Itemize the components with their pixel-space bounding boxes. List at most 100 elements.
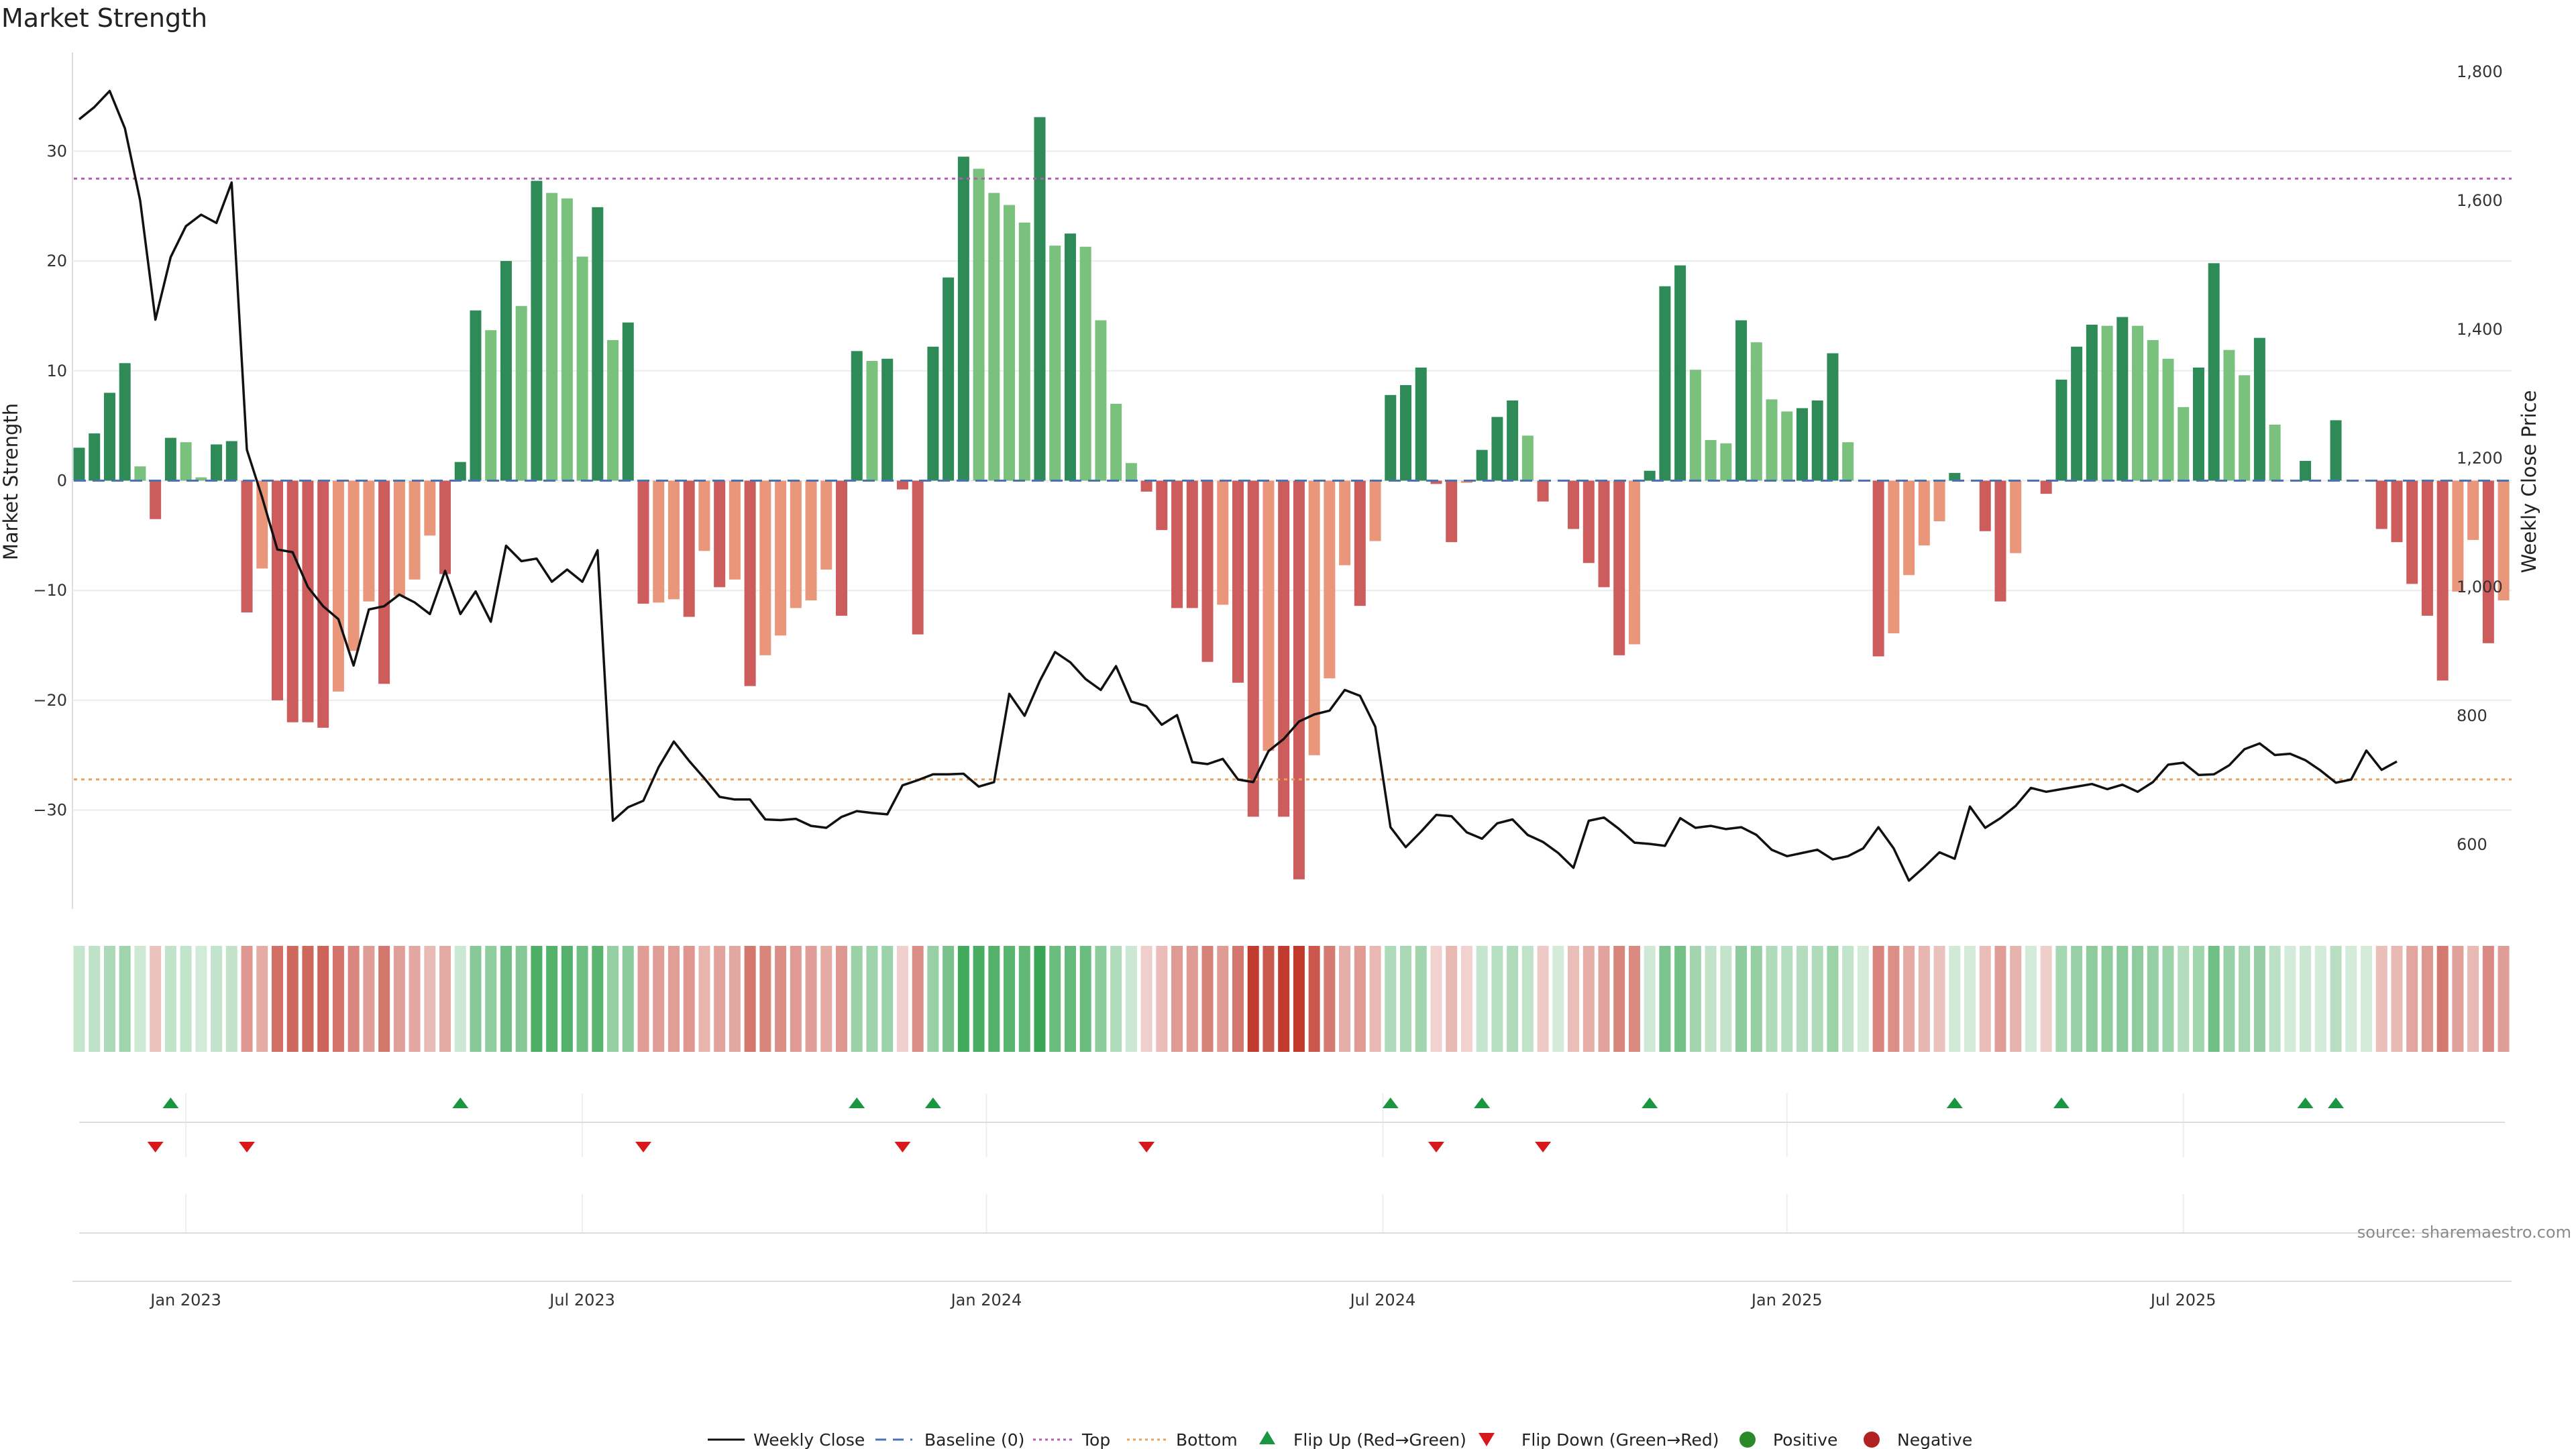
strength-bar [820,480,833,570]
strength-bar [2147,339,2159,481]
heat-cell [1079,946,1091,1052]
heat-cell [1049,946,1061,1052]
strength-bar [2452,480,2464,592]
heat-cell [1293,946,1305,1052]
strength-bar [1247,480,1259,817]
strength-bar [409,480,421,580]
heat-cell [1324,946,1336,1052]
heat-cell [1110,946,1122,1052]
strength-bar [1339,480,1351,566]
strength-bar [2208,263,2220,481]
strength-bar [1507,400,1519,481]
strength-bar [1201,480,1214,662]
strength-bar [2101,325,2113,481]
x-tick-label: Jul 2025 [2149,1291,2216,1309]
heat-cell [943,946,955,1052]
legend-swatch-negative-icon [1864,1432,1880,1448]
y-tick-label: 0 [57,472,67,490]
strength-bar [2010,480,2022,553]
strength-bar [2269,425,2281,481]
heat-cell [2162,946,2174,1052]
heat-cell [2010,946,2022,1052]
strength-bar [378,480,390,684]
strength-bar [1659,286,1671,481]
heat-strip [73,946,2510,1052]
heat-cell [1659,946,1671,1052]
legend-label-flip-up: Flip Up (Red→Green) [1293,1430,1466,1449]
strength-bar [2116,317,2129,481]
heat-cell [225,946,237,1052]
heat-cell [1171,946,1183,1052]
strength-bar [1308,480,1320,755]
heat-cell [1491,946,1503,1052]
strength-bar [2192,367,2204,481]
heat-cell [89,946,101,1052]
heat-cell [2239,946,2251,1052]
heat-cell [211,946,223,1052]
strength-bar [546,193,558,481]
strength-bar [1918,480,1930,546]
strength-bar [134,466,146,481]
x-tick-label: Jul 2023 [548,1291,615,1309]
y-axis-label: Market Strength [0,403,22,560]
strength-bar [1582,480,1595,564]
heat-cell [2467,946,2479,1052]
strength-bar [1933,480,1945,522]
legend-label-baseline: Baseline (0) [924,1430,1024,1449]
heat-cell [1232,946,1244,1052]
strength-bar [1324,480,1336,679]
heat-cell [1125,946,1137,1052]
legend-label-negative: Negative [1897,1430,1972,1449]
y-tick-label: −20 [33,691,67,710]
heat-cell [2192,946,2204,1052]
heat-cell [1918,946,1930,1052]
heat-cell [820,946,833,1052]
strength-bar [1034,117,1046,481]
heat-cell [896,946,908,1052]
strength-bar [744,480,756,686]
heat-cell [1217,946,1229,1052]
heat-cell [592,946,604,1052]
strength-bar [225,441,237,481]
heat-cell [73,946,85,1052]
heat-cell [271,946,283,1052]
strength-bar [866,361,878,481]
strength-bar [896,480,908,490]
strength-bar [1110,403,1122,481]
strength-bar [2178,407,2190,481]
strength-bar [1232,480,1244,683]
strength-bar [500,261,512,481]
heat-cell [2345,946,2357,1052]
heat-cell [1582,946,1595,1052]
strength-bar [317,480,329,728]
heat-cell [103,946,115,1052]
heat-cell [2406,946,2418,1052]
strength-bar [1293,480,1305,879]
y-tick-label: 30 [46,142,67,160]
strength-bar [1644,470,1656,481]
strength-bar [1415,367,1427,481]
strength-bar [1156,480,1168,531]
heat-cell [1018,946,1030,1052]
flip-up-marker-icon [452,1097,469,1108]
heat-cell [2361,946,2372,1052]
heat-cell [1247,946,1259,1052]
heat-cell [1400,946,1412,1052]
strength-bar [73,447,85,481]
heat-cell [1568,946,1580,1052]
heat-cell [424,946,436,1052]
strength-bar [424,480,436,536]
heat-cell [1689,946,1701,1052]
flip-up-marker-icon [162,1097,179,1108]
strength-bar [1079,246,1091,481]
strength-bar [1385,394,1397,481]
heat-cell [515,946,527,1052]
strength-bar [1354,480,1366,606]
legend-label-weekly-close: Weekly Close [753,1430,865,1449]
strength-bar [164,437,176,481]
strength-bar [1263,480,1275,751]
strength-bar [1369,480,1381,541]
heat-cell [2116,946,2129,1052]
flip-down-marker-icon [635,1142,652,1152]
